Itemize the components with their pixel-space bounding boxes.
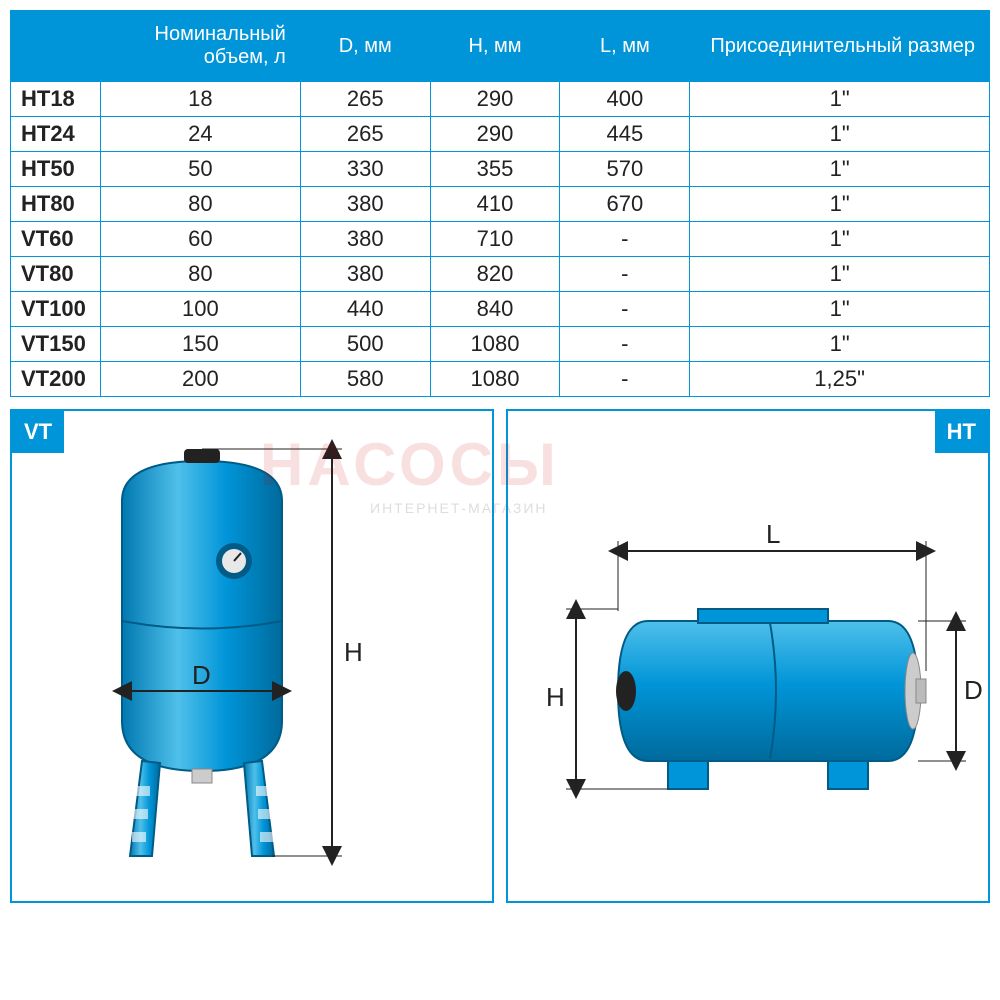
table-cell: 150 — [100, 327, 300, 362]
table-cell: - — [560, 222, 690, 257]
table-cell: VT100 — [11, 292, 101, 327]
table-cell: 265 — [300, 82, 430, 117]
table-row: HT18182652904001" — [11, 82, 990, 117]
table-cell: 670 — [560, 187, 690, 222]
table-row: VT6060380710-1" — [11, 222, 990, 257]
col-l: L, мм — [560, 11, 690, 82]
table-row: VT100100440840-1" — [11, 292, 990, 327]
table-cell: 1" — [690, 187, 990, 222]
table-cell: 1" — [690, 327, 990, 362]
table-cell: VT60 — [11, 222, 101, 257]
table-cell: 265 — [300, 117, 430, 152]
table-row: HT50503303555701" — [11, 152, 990, 187]
vt-dim-d: D — [192, 660, 211, 690]
table-cell: 60 — [100, 222, 300, 257]
table-cell: 1080 — [430, 362, 560, 397]
ht-diagram: L H D — [508, 411, 988, 901]
table-cell: VT200 — [11, 362, 101, 397]
vt-label: VT — [12, 411, 64, 453]
table-cell: 330 — [300, 152, 430, 187]
table-cell: 80 — [100, 187, 300, 222]
table-cell: 200 — [100, 362, 300, 397]
col-conn: Присоединительный размер — [690, 11, 990, 82]
table-header-row: Номинальный объем, л D, мм H, мм L, мм П… — [11, 11, 990, 82]
table-cell: 1,25" — [690, 362, 990, 397]
ht-dim-d: D — [964, 675, 983, 705]
ht-dim-h: H — [546, 682, 565, 712]
table-cell: 1080 — [430, 327, 560, 362]
table-row: HT80803804106701" — [11, 187, 990, 222]
table-row: HT24242652904451" — [11, 117, 990, 152]
table-cell: 400 — [560, 82, 690, 117]
table-cell: HT24 — [11, 117, 101, 152]
table-cell: 445 — [560, 117, 690, 152]
vt-panel: VT — [10, 409, 494, 903]
table-cell: VT80 — [11, 257, 101, 292]
table-cell: HT50 — [11, 152, 101, 187]
table-cell: 50 — [100, 152, 300, 187]
table-row: VT1501505001080-1" — [11, 327, 990, 362]
table-cell: HT80 — [11, 187, 101, 222]
table-cell: - — [560, 327, 690, 362]
spec-table: Номинальный объем, л D, мм H, мм L, мм П… — [10, 10, 990, 397]
table-cell: 355 — [430, 152, 560, 187]
table-cell: VT150 — [11, 327, 101, 362]
table-cell: 840 — [430, 292, 560, 327]
table-cell: 380 — [300, 222, 430, 257]
table-cell: 820 — [430, 257, 560, 292]
col-model — [11, 11, 101, 82]
table-cell: 18 — [100, 82, 300, 117]
table-cell: - — [560, 257, 690, 292]
table-cell: 410 — [430, 187, 560, 222]
col-d: D, мм — [300, 11, 430, 82]
table-cell: 1" — [690, 82, 990, 117]
vt-diagram: D H — [12, 411, 492, 901]
table-cell: 380 — [300, 257, 430, 292]
table-cell: 290 — [430, 117, 560, 152]
ht-panel: HT — [506, 409, 990, 903]
col-h: H, мм — [430, 11, 560, 82]
ht-label: HT — [935, 411, 988, 453]
table-cell: 290 — [430, 82, 560, 117]
table-row: VT8080380820-1" — [11, 257, 990, 292]
col-volume: Номинальный объем, л — [100, 11, 300, 82]
table-cell: 580 — [300, 362, 430, 397]
diagrams-row: VT — [10, 409, 990, 903]
table-cell: 1" — [690, 222, 990, 257]
table-cell: 1" — [690, 292, 990, 327]
table-cell: 500 — [300, 327, 430, 362]
table-cell: - — [560, 362, 690, 397]
ht-dim-l: L — [766, 519, 780, 549]
table-cell: 710 — [430, 222, 560, 257]
table-cell: 1" — [690, 117, 990, 152]
table-cell: 100 — [100, 292, 300, 327]
table-cell: HT18 — [11, 82, 101, 117]
table-cell: - — [560, 292, 690, 327]
table-cell: 570 — [560, 152, 690, 187]
table-cell: 80 — [100, 257, 300, 292]
table-cell: 380 — [300, 187, 430, 222]
table-cell: 1" — [690, 257, 990, 292]
table-cell: 1" — [690, 152, 990, 187]
vt-dim-h: H — [344, 637, 363, 667]
table-cell: 24 — [100, 117, 300, 152]
table-row: VT2002005801080-1,25" — [11, 362, 990, 397]
table-cell: 440 — [300, 292, 430, 327]
